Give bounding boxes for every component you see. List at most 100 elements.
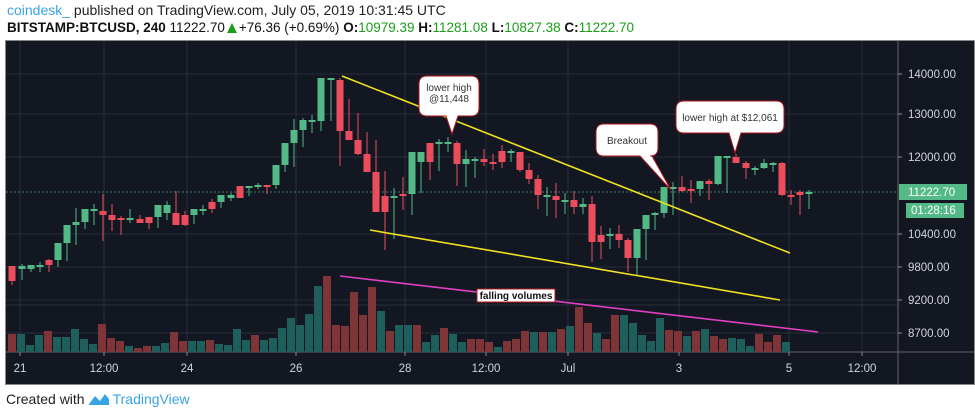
publish-info: coindesk_ published on TradingView.com, … bbox=[7, 2, 446, 18]
candle-body bbox=[390, 196, 398, 198]
volume-bar bbox=[377, 311, 385, 352]
volume-bar bbox=[530, 332, 538, 352]
candle-body bbox=[435, 142, 443, 144]
volume-bar bbox=[476, 339, 484, 352]
candle-body bbox=[354, 140, 362, 154]
candle-body bbox=[308, 120, 316, 122]
price-axis-label: 9800.00 bbox=[908, 262, 950, 274]
candle-body bbox=[588, 204, 596, 242]
volume-bar bbox=[143, 346, 151, 352]
volume-bar bbox=[125, 346, 133, 352]
volume-bar bbox=[602, 339, 610, 352]
candle-body bbox=[471, 159, 479, 161]
volume-bar bbox=[296, 325, 304, 352]
volume-bar bbox=[737, 339, 745, 352]
volume-bar bbox=[188, 341, 196, 352]
volume-bar bbox=[692, 331, 700, 352]
volume-bar bbox=[710, 336, 718, 352]
candle-body bbox=[624, 240, 632, 258]
volume-bar bbox=[647, 341, 655, 352]
volume-bar bbox=[116, 341, 124, 352]
candle-body bbox=[606, 234, 614, 236]
callout-text: lower high bbox=[426, 83, 472, 94]
candle-body bbox=[742, 163, 750, 168]
candle-body bbox=[54, 243, 62, 260]
created-with-text: Created with bbox=[6, 391, 85, 407]
price-axis-label: 12000.00 bbox=[908, 152, 956, 164]
candle-body bbox=[399, 194, 407, 196]
candle-body bbox=[408, 152, 416, 194]
volume-bar bbox=[80, 339, 88, 352]
price-trendline bbox=[369, 229, 781, 301]
volume-bar bbox=[206, 340, 214, 352]
open-value: 10979.39 bbox=[358, 20, 415, 35]
volume-bar bbox=[386, 331, 394, 352]
volume-bar bbox=[494, 347, 502, 352]
volume-bar bbox=[17, 334, 25, 352]
candle-body bbox=[751, 168, 759, 170]
footer: Created with TradingView bbox=[6, 391, 190, 407]
candle-body bbox=[597, 235, 605, 242]
symbol-name: BITSTAMP:BTCUSD, 240 bbox=[7, 20, 166, 35]
candle-body bbox=[63, 225, 71, 243]
volume-bar bbox=[575, 307, 583, 352]
volume-bar bbox=[89, 344, 97, 352]
candle-body bbox=[516, 152, 524, 170]
close-label: C: bbox=[564, 20, 579, 35]
time-axis-label: 21 bbox=[14, 363, 27, 375]
volume-bar bbox=[98, 324, 106, 352]
volume-bar bbox=[224, 345, 232, 352]
time-axis-label: 3 bbox=[676, 363, 682, 375]
candle-body bbox=[327, 78, 335, 80]
countdown-badge bbox=[906, 203, 964, 218]
volume-bar bbox=[674, 331, 682, 352]
volume-bar bbox=[233, 329, 241, 352]
volume-bar bbox=[584, 323, 592, 352]
candle-body bbox=[372, 172, 380, 212]
candle-body bbox=[363, 154, 371, 172]
low-label: L: bbox=[491, 20, 505, 35]
candle-body bbox=[190, 209, 198, 215]
volume-bar bbox=[8, 334, 16, 352]
candle-body bbox=[796, 192, 804, 195]
candle-body bbox=[45, 260, 53, 265]
tradingview-link[interactable]: TradingView bbox=[112, 391, 190, 407]
volume-bar bbox=[485, 342, 493, 352]
volume-bar bbox=[53, 337, 61, 352]
candle-body bbox=[345, 131, 353, 140]
volume-bar bbox=[683, 336, 691, 352]
volume-bar bbox=[404, 325, 412, 352]
volume-bar bbox=[629, 323, 637, 352]
candle-body bbox=[787, 195, 795, 197]
candle-body bbox=[561, 200, 569, 202]
volume-bar bbox=[260, 340, 268, 352]
candle-body bbox=[227, 195, 235, 198]
publisher-link[interactable]: coindesk_ bbox=[7, 2, 71, 18]
volume-bar bbox=[359, 315, 367, 352]
countdown-text: 01:28:16 bbox=[911, 205, 956, 217]
candle-body bbox=[570, 200, 578, 207]
candle-body bbox=[579, 204, 587, 207]
candle-body bbox=[336, 80, 344, 131]
candle-body bbox=[480, 159, 488, 162]
time-axis-label: 24 bbox=[181, 363, 194, 375]
candle-body bbox=[290, 130, 298, 143]
candle-body bbox=[489, 162, 497, 164]
candle-body bbox=[705, 181, 713, 184]
candle-body bbox=[453, 143, 461, 164]
candle-body bbox=[534, 179, 542, 195]
volume-bar bbox=[521, 331, 529, 352]
candle-body bbox=[36, 265, 44, 267]
volume-bar bbox=[395, 325, 403, 352]
volume-bar bbox=[512, 339, 520, 352]
callout-bubble bbox=[418, 75, 480, 136]
volume-bar bbox=[332, 325, 340, 352]
volume-bar bbox=[719, 339, 727, 352]
volume-bar bbox=[107, 338, 115, 352]
candle-body bbox=[615, 234, 623, 240]
volume-bar bbox=[413, 325, 421, 352]
price-axis-label: 9200.00 bbox=[908, 295, 950, 307]
price-axis-label: 13000.00 bbox=[908, 109, 956, 121]
volume-bar bbox=[242, 340, 250, 352]
